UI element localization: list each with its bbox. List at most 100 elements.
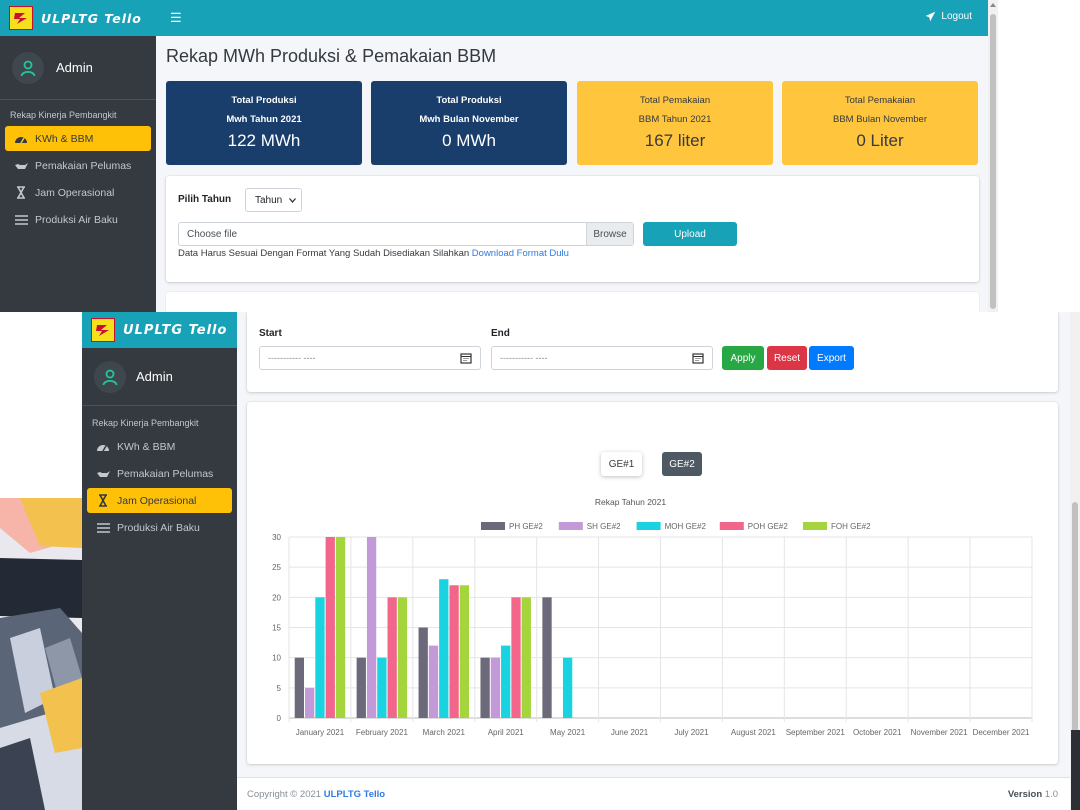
pln-logo xyxy=(9,6,33,30)
scrollbar[interactable] xyxy=(988,0,998,312)
legend-swatch xyxy=(719,522,744,530)
copyright-text: Copyright © 2021 xyxy=(247,789,324,800)
start-date-input[interactable]: ----------- ---- xyxy=(259,346,481,370)
top-navbar: ☰ Logout xyxy=(0,0,988,36)
scrollbar-thumb[interactable] xyxy=(990,14,996,309)
scrollbar-thumb[interactable] xyxy=(1072,502,1078,792)
start-label: Start xyxy=(259,328,282,339)
x-tick-label: January 2021 xyxy=(296,728,345,737)
stat-box-bbm-bulan: Total Pemakaian BBM Bulan November 0 Lit… xyxy=(782,81,978,165)
stat-label: Total Pemakaian xyxy=(639,95,711,106)
copyright-brand-link[interactable]: ULPLTG Tello xyxy=(323,789,386,800)
chevron-down-icon xyxy=(289,197,297,203)
browse-button[interactable]: Browse xyxy=(586,223,633,245)
sidebar-item-kwh-bbm[interactable]: KWh & BBM xyxy=(5,126,151,151)
brand-link[interactable]: ULPLTG Tello xyxy=(0,0,156,36)
tahun-select[interactable]: Tahun xyxy=(245,188,302,212)
stat-label: Total Produksi xyxy=(436,95,502,106)
calendar-icon[interactable] xyxy=(460,352,472,364)
reset-button[interactable]: Reset xyxy=(767,346,807,370)
download-format-link[interactable]: Download Format Dulu xyxy=(471,248,569,259)
apply-button[interactable]: Apply xyxy=(722,346,764,370)
brand-link[interactable]: ULPLTG Tello xyxy=(82,312,237,348)
y-tick-label: 15 xyxy=(272,624,281,633)
y-tick-label: 5 xyxy=(277,684,282,693)
logout-label: Logout xyxy=(941,11,972,22)
chart-bar xyxy=(387,597,397,718)
sidebar-item-label: Jam Operasional xyxy=(117,494,197,507)
end-date-input[interactable]: ----------- ---- xyxy=(491,346,713,370)
upload-card: Pilih Tahun Tahun Choose file Browse Upl… xyxy=(166,176,979,282)
legend-swatch xyxy=(481,522,505,530)
chart-bar xyxy=(428,645,439,718)
version-label: Version xyxy=(1007,789,1043,800)
legend-swatch xyxy=(558,522,583,530)
y-tick-label: 0 xyxy=(277,714,282,723)
chart-bar xyxy=(480,657,490,718)
date-filter-card: Start End ----------- ---- ----------- -… xyxy=(247,312,1058,392)
sidebar-item-produksi-air-baku[interactable]: Produksi Air Baku xyxy=(87,515,232,540)
user-panel[interactable]: Admin xyxy=(82,348,237,406)
y-tick-label: 25 xyxy=(272,563,281,572)
x-tick-label: August 2021 xyxy=(731,728,776,737)
menu-header: Rekap Kinerja Pembangkit xyxy=(10,110,117,120)
user-icon xyxy=(12,51,44,84)
chart-bar xyxy=(542,597,552,718)
scrollbar[interactable] xyxy=(1070,312,1080,810)
filter-card-partial xyxy=(166,292,979,312)
menu-header: Rekap Kinerja Pembangkit xyxy=(92,418,199,428)
format-hint: Data Harus Sesuai Dengan Format Yang Sud… xyxy=(178,248,569,259)
hint-text: Data Harus Sesuai Dengan Format Yang Sud… xyxy=(178,248,472,259)
stat-box-produksi-tahun: Total Produksi Mwh Tahun 2021 122 MWh xyxy=(166,81,362,165)
user-name: Admin xyxy=(56,60,93,75)
chart-bar xyxy=(397,597,408,718)
front-window: ULPLTG Tello Admin Rekap Kinerja Pembang… xyxy=(82,312,1080,810)
x-tick-label: March 2021 xyxy=(423,728,466,737)
y-tick-label: 20 xyxy=(272,593,281,602)
chart-bar xyxy=(562,657,573,718)
chart-bar xyxy=(335,537,346,718)
stat-box-bbm-tahun: Total Pemakaian BBM Tahun 2021 167 liter xyxy=(577,81,773,165)
user-name: Admin xyxy=(136,369,173,384)
stat-label: Total Produksi xyxy=(231,95,297,106)
x-tick-label: December 2021 xyxy=(973,728,1030,737)
chart-bar xyxy=(501,645,511,718)
hamburger-icon[interactable]: ☰ xyxy=(170,10,182,25)
ge1-button[interactable]: GE#1 xyxy=(601,452,642,476)
calendar-icon[interactable] xyxy=(692,352,704,364)
hourglass-icon xyxy=(13,186,29,199)
sidebar-item-produksi-air-baku[interactable]: Produksi Air Baku xyxy=(5,207,151,232)
y-tick-label: 30 xyxy=(272,533,281,542)
sidebar-item-label: Jam Operasional xyxy=(35,186,115,199)
chart-bar xyxy=(356,657,366,718)
chart-bar xyxy=(449,585,459,718)
stat-label: BBM Bulan November xyxy=(833,114,927,125)
legend-label: SH GE#2 xyxy=(587,522,621,531)
chart-bar xyxy=(459,585,470,718)
chart-bar xyxy=(315,597,325,718)
x-tick-label: February 2021 xyxy=(356,728,409,737)
file-input[interactable]: Choose file Browse xyxy=(178,222,634,246)
chart-bar xyxy=(305,687,315,718)
logout-link[interactable]: Logout xyxy=(925,11,972,22)
sidebar-item-pemakaian-pelumas[interactable]: Pemakaian Pelumas xyxy=(5,153,151,178)
sidebar-item-label: Produksi Air Baku xyxy=(117,521,200,534)
upload-button[interactable]: Upload xyxy=(643,222,737,246)
user-panel[interactable]: Admin xyxy=(0,36,156,100)
sidebar-item-jam-operasional[interactable]: Jam Operasional xyxy=(5,180,151,205)
export-button[interactable]: Export xyxy=(809,346,854,370)
pilih-tahun-label: Pilih Tahun xyxy=(178,194,232,205)
scroll-up-arrow-icon[interactable] xyxy=(990,3,996,7)
copyright: Copyright © 2021 ULPLTG Tello xyxy=(247,789,385,800)
sidebar-item-jam-operasional[interactable]: Jam Operasional xyxy=(87,488,232,513)
ge2-button[interactable]: GE#2 xyxy=(662,452,702,476)
stat-label: Mwh Tahun 2021 xyxy=(226,114,302,125)
chart-title: Rekap Tahun 2021 xyxy=(595,497,666,507)
y-tick-label: 10 xyxy=(272,654,281,663)
sidebar-item-kwh-bbm[interactable]: KWh & BBM xyxy=(87,434,232,459)
sidebar: Admin Rekap Kinerja Pembangkit KWh & BBM… xyxy=(0,36,156,312)
stat-value: 167 liter xyxy=(644,131,706,150)
sidebar-item-pemakaian-pelumas[interactable]: Pemakaian Pelumas xyxy=(87,461,232,486)
hourglass-icon xyxy=(95,494,111,507)
sidebar-item-label: Pemakaian Pelumas xyxy=(35,159,132,172)
